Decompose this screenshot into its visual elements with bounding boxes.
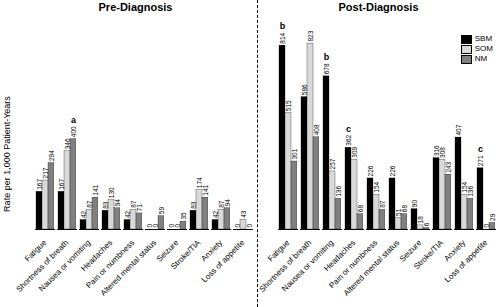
svg-text:823: 823 — [307, 30, 314, 41]
svg-text:0: 0 — [152, 224, 159, 228]
svg-text:271: 271 — [477, 155, 484, 166]
svg-text:90: 90 — [411, 200, 418, 208]
svg-text:814: 814 — [279, 32, 286, 43]
svg-text:Pain or numbness: Pain or numbness — [84, 238, 137, 291]
html-text:SBM: SBM — [474, 34, 493, 43]
html-text:Pre-Diagnosis: Pre-Diagnosis — [98, 1, 173, 13]
svg-text:87: 87 — [217, 200, 225, 208]
svg-text:Loss of appetite: Loss of appetite — [443, 238, 490, 285]
svg-text:Loss of appetite: Loss of appetite — [200, 238, 247, 285]
svg-text:59: 59 — [158, 207, 165, 215]
svg-text:Headaches: Headaches — [79, 238, 115, 274]
svg-text:678: 678 — [323, 63, 330, 74]
svg-text:42: 42 — [212, 210, 219, 218]
svg-text:Altered mental status: Altered mental status — [99, 238, 159, 298]
svg-text:Anxiety: Anxiety — [199, 238, 225, 264]
svg-text:136: 136 — [335, 186, 342, 197]
svg-text:18: 18 — [417, 216, 424, 224]
svg-text:b: b — [280, 21, 286, 31]
svg-text:362: 362 — [345, 135, 352, 146]
svg-text:167: 167 — [36, 179, 43, 190]
svg-text:515: 515 — [285, 100, 292, 111]
svg-text:94: 94 — [224, 199, 231, 207]
svg-text:257: 257 — [329, 158, 336, 169]
svg-text:0: 0 — [174, 224, 181, 228]
svg-text:29: 29 — [489, 213, 496, 221]
svg-text:136: 136 — [467, 186, 474, 197]
svg-text:51: 51 — [394, 208, 402, 216]
svg-text:226: 226 — [367, 165, 374, 176]
svg-text:586: 586 — [301, 84, 308, 95]
svg-text:Shortness of breath: Shortness of breath — [14, 238, 71, 294]
svg-text:400: 400 — [70, 126, 77, 137]
svg-text:Fatigue: Fatigue — [23, 238, 49, 264]
svg-text:35: 35 — [180, 212, 187, 220]
svg-text:0: 0 — [145, 223, 153, 228]
svg-text:87: 87 — [379, 200, 386, 208]
svg-text:Anxiety: Anxiety — [442, 238, 468, 264]
svg-text:68: 68 — [357, 205, 364, 213]
svg-text:408: 408 — [313, 124, 320, 135]
svg-text:309: 309 — [351, 146, 358, 157]
svg-text:Nausea or vomiting: Nausea or vomiting — [280, 238, 336, 294]
svg-text:6: 6 — [423, 222, 430, 226]
svg-text:c: c — [346, 124, 351, 134]
svg-text:243: 243 — [445, 161, 452, 172]
svg-text:154: 154 — [460, 181, 468, 193]
html-text:NM: NM — [474, 54, 488, 63]
svg-text:68: 68 — [401, 205, 408, 213]
svg-text:c: c — [478, 144, 483, 154]
svg-text:Headaches: Headaches — [322, 238, 358, 274]
svg-text:87: 87 — [129, 200, 137, 208]
svg-text:Altered mental status: Altered mental status — [342, 238, 402, 298]
svg-text:154: 154 — [373, 181, 380, 192]
html-text:Rate per 1,000 Patient-Years: Rate per 1,000 Patient-Years — [2, 95, 12, 212]
svg-text:71: 71 — [136, 204, 143, 212]
svg-text:Pain or numbness: Pain or numbness — [327, 238, 380, 291]
svg-text:407: 407 — [455, 124, 462, 135]
svg-text:83: 83 — [102, 201, 109, 209]
svg-text:0: 0 — [234, 224, 241, 228]
svg-text:217: 217 — [42, 167, 49, 178]
svg-text:83: 83 — [190, 201, 197, 209]
svg-text:a: a — [71, 115, 77, 125]
svg-text:0: 0 — [167, 223, 175, 228]
svg-text:301: 301 — [291, 148, 298, 159]
svg-text:130: 130 — [108, 187, 115, 198]
svg-text:42: 42 — [80, 210, 87, 218]
svg-text:141: 141 — [202, 184, 209, 195]
svg-text:94: 94 — [114, 199, 121, 207]
svg-text:346: 346 — [64, 138, 71, 149]
svg-text:Nausea or vomiting: Nausea or vomiting — [37, 238, 93, 294]
svg-text:42: 42 — [124, 210, 131, 218]
svg-text:87: 87 — [86, 200, 93, 208]
svg-text:Seizure: Seizure — [154, 238, 181, 264]
svg-text:Stroke/TIA: Stroke/TIA — [169, 238, 203, 272]
html-text:Post-Diagnosis: Post-Diagnosis — [338, 1, 419, 13]
svg-text:Seizure: Seizure — [397, 238, 424, 264]
html-text:SOM: SOM — [474, 44, 493, 53]
svg-text:0: 0 — [246, 224, 253, 228]
svg-text:Stroke/TIA: Stroke/TIA — [412, 238, 446, 272]
svg-text:316: 316 — [432, 145, 440, 157]
svg-text:174: 174 — [195, 177, 203, 189]
svg-text:226: 226 — [389, 165, 396, 176]
svg-text:141: 141 — [92, 184, 99, 195]
svg-text:0: 0 — [483, 224, 490, 228]
svg-text:b: b — [324, 52, 330, 62]
svg-text:Fatigue: Fatigue — [266, 238, 292, 264]
svg-text:308: 308 — [439, 147, 446, 158]
svg-text:167: 167 — [58, 179, 65, 190]
svg-text:43: 43 — [240, 210, 247, 218]
svg-text:294: 294 — [48, 150, 55, 161]
